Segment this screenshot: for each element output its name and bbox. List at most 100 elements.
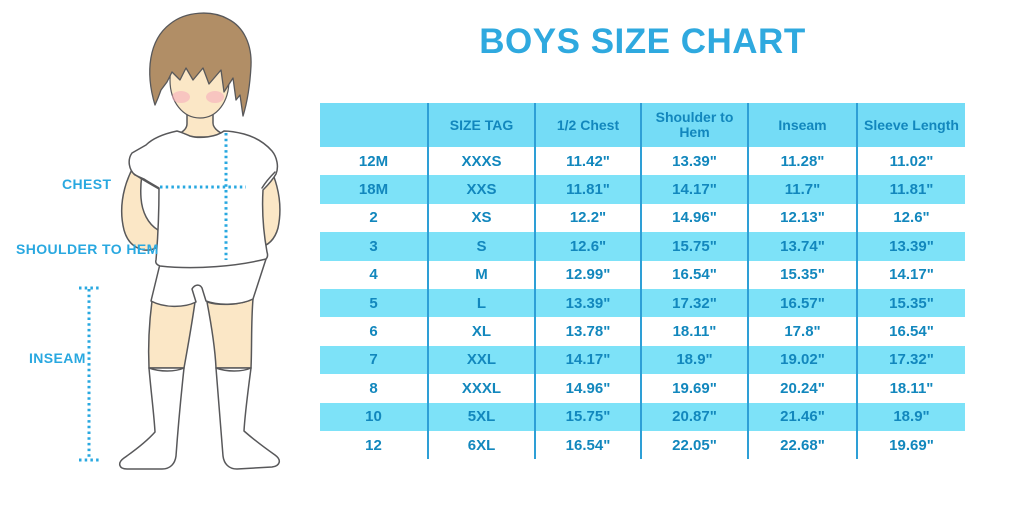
table-cell: 12.13" [747, 203, 857, 233]
table-cell: 13.39" [640, 147, 748, 176]
table-cell: XXL [427, 345, 535, 375]
table-cell: 14.17" [534, 345, 641, 375]
boy-right-sock-line [215, 367, 252, 372]
table-row: 3 S 12.6" 15.75" 13.74" 13.39" [320, 232, 965, 261]
table-cell: 14.17" [856, 260, 965, 289]
table-cell: XXXL [427, 374, 535, 403]
table-cell: 12.6" [856, 203, 965, 233]
table-cell: 11.7" [747, 175, 857, 204]
table-cell: 13.74" [747, 232, 857, 261]
table-cell: 3 [320, 232, 428, 261]
chest-label: CHEST [62, 176, 112, 192]
header-cell-size-tag: SIZE TAG [427, 103, 535, 147]
size-table-header: SIZE TAG 1/2 Chest Shoulder to Hem Insea… [320, 103, 965, 147]
table-cell: 14.96" [534, 374, 641, 403]
table-cell: 18.11" [640, 317, 748, 346]
table-row: 7 XXL 14.17" 18.9" 19.02" 17.32" [320, 345, 965, 375]
table-cell: 2 [320, 203, 428, 233]
table-cell: 13.78" [534, 317, 641, 346]
table-cell: 15.35" [747, 260, 857, 289]
table-cell: 16.54" [534, 430, 641, 460]
table-cell: 5XL [427, 402, 535, 431]
table-cell: 14.17" [640, 175, 748, 204]
table-cell: 20.87" [640, 402, 748, 431]
table-cell: 6XL [427, 430, 535, 460]
table-cell: 15.35" [856, 288, 965, 318]
header-cell-inseam: Inseam [747, 103, 857, 147]
size-table-container: SIZE TAG 1/2 Chest Shoulder to Hem Insea… [320, 103, 965, 460]
table-row: 4 M 12.99" 16.54" 15.35" 14.17" [320, 260, 965, 289]
table-cell: 13.39" [856, 232, 965, 261]
table-cell: 22.05" [640, 430, 748, 460]
header-cell-sleeve-length: Sleeve Length [856, 103, 965, 147]
table-cell: XXXS [427, 147, 535, 176]
table-cell: S [427, 232, 535, 261]
boy-shirt [128, 130, 279, 269]
boy-left-sock-line [148, 367, 185, 372]
table-cell: 12 [320, 430, 428, 460]
table-cell: 11.28" [747, 147, 857, 176]
table-cell: 22.68" [747, 430, 857, 460]
table-cell: 18.11" [856, 374, 965, 403]
header-cell-age [320, 103, 428, 147]
boy-hair [149, 12, 252, 117]
table-cell: XXS [427, 175, 535, 204]
table-cell: 6 [320, 317, 428, 346]
table-cell: 5 [320, 288, 428, 318]
size-table-body: 12M XXXS 11.42" 13.39" 11.28" 11.02" 18M XXS 11.… [320, 147, 965, 460]
boy-right-cheek-blush [206, 91, 224, 103]
table-cell: 18.9" [856, 402, 965, 431]
header-cell-shoulder-to-hem: Shoulder to Hem [640, 103, 748, 147]
boy-illustration [79, 12, 281, 470]
size-table: SIZE TAG 1/2 Chest Shoulder to Hem Insea… [320, 103, 965, 460]
boy-left-cheek-blush [172, 91, 190, 103]
boy-right-leg [206, 298, 254, 369]
table-cell: 21.46" [747, 402, 857, 431]
table-cell: 11.81" [856, 175, 965, 204]
table-cell: 11.42" [534, 147, 641, 176]
table-cell: XS [427, 203, 535, 233]
table-cell: 12.6" [534, 232, 641, 261]
table-cell: 17.32" [856, 345, 965, 375]
table-cell: 16.57" [747, 288, 857, 318]
table-row: 10 5XL 15.75" 20.87" 21.46" 18.9" [320, 402, 965, 431]
table-row: 18M XXS 11.81" 14.17" 11.7" 11.81" [320, 175, 965, 204]
table-row: 12 6XL 16.54" 22.05" 22.68" 19.69" [320, 430, 965, 460]
boy-left-sleeve-line [133, 173, 160, 190]
table-cell: 18M [320, 175, 428, 204]
table-cell: 20.24" [747, 374, 857, 403]
header-cell-half-chest: 1/2 Chest [534, 103, 641, 147]
table-cell: 11.02" [856, 147, 965, 176]
table-cell: 15.75" [534, 402, 641, 431]
table-cell: 19.69" [856, 430, 965, 460]
shoulder-to-hem-label: SHOULDER TO HEM [16, 241, 159, 257]
table-cell: 14.96" [640, 203, 748, 233]
table-cell: 16.54" [856, 317, 965, 346]
table-cell: 7 [320, 345, 428, 375]
boy-right-sleeve-line [261, 171, 276, 189]
table-cell: 19.02" [747, 345, 857, 375]
table-cell: 12.99" [534, 260, 641, 289]
page-title: BOYS SIZE CHART [479, 22, 806, 61]
boy-shorts [150, 258, 267, 308]
table-row: 8 XXXL 14.96" 19.69" 20.24" 18.11" [320, 374, 965, 403]
table-cell: 18.9" [640, 345, 748, 375]
table-cell: 12M [320, 147, 428, 176]
table-row: 12M XXXS 11.42" 13.39" 11.28" 11.02" [320, 147, 965, 176]
table-cell: L [427, 288, 535, 318]
table-cell: M [427, 260, 535, 289]
boy-left-arm [120, 154, 161, 251]
boy-right-sock [215, 367, 280, 470]
table-cell: 10 [320, 402, 428, 431]
table-cell: 16.54" [640, 260, 748, 289]
table-cell: 4 [320, 260, 428, 289]
table-row: 5 L 13.39" 17.32" 16.57" 15.35" [320, 288, 965, 318]
table-cell: XL [427, 317, 535, 346]
table-cell: 15.75" [640, 232, 748, 261]
inseam-label: INSEAM [29, 350, 86, 366]
table-cell: 8 [320, 374, 428, 403]
header-row: SIZE TAG 1/2 Chest Shoulder to Hem Insea… [320, 103, 965, 147]
table-cell: 13.39" [534, 288, 641, 318]
boy-left-leg [147, 300, 196, 369]
